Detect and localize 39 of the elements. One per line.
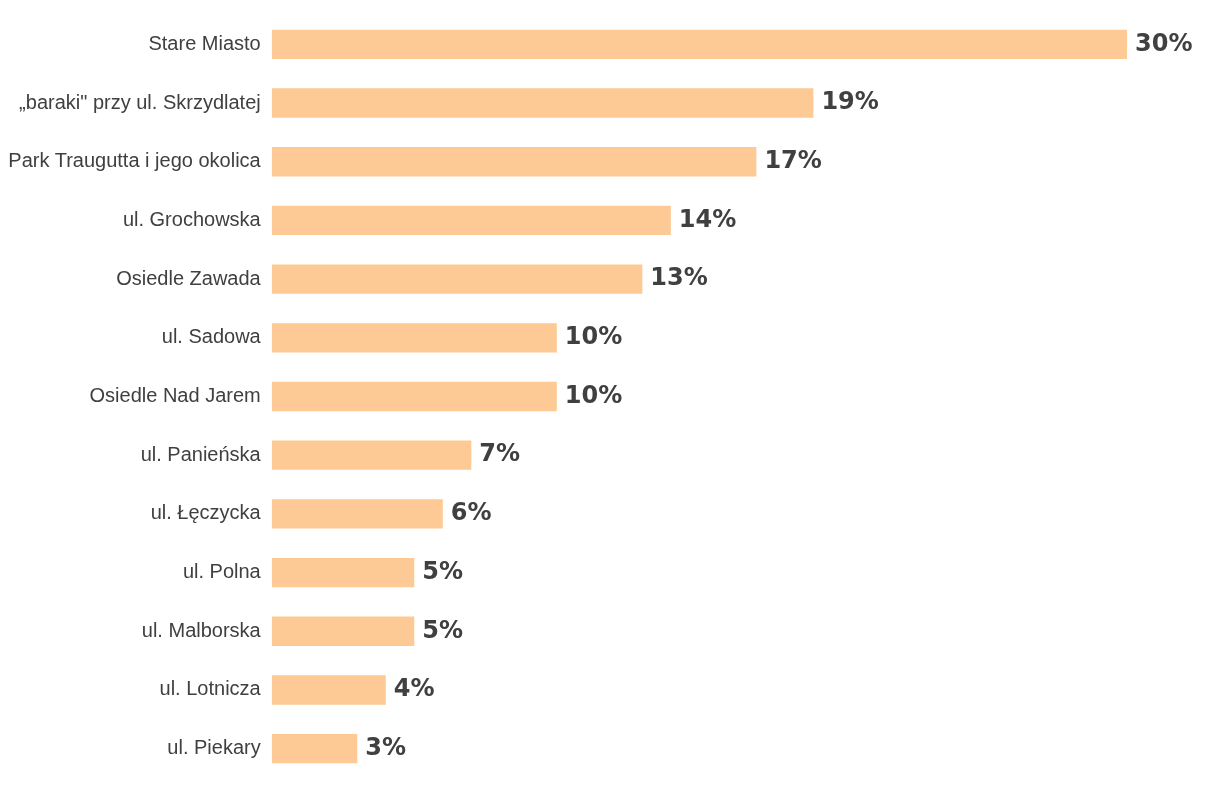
y-tick-label: Osiedle Nad Jarem [89, 384, 261, 407]
data-label: 30% [1135, 28, 1193, 57]
data-label: 5% [422, 615, 464, 644]
bar [271, 147, 757, 177]
y-tick-label: ul. Grochowska [122, 207, 262, 230]
bar [271, 440, 472, 470]
data-label: 10% [564, 322, 623, 351]
data-label: 5% [422, 556, 464, 585]
y-tick-label: ul. Sadowa [161, 325, 262, 348]
data-label: 4% [393, 674, 435, 703]
bar [271, 675, 386, 705]
bar [271, 205, 671, 236]
bar [271, 733, 358, 764]
data-label: 7% [479, 439, 521, 468]
data-label: 14% [678, 204, 737, 233]
y-tick-label: ul. Polna [182, 560, 262, 583]
y-tick-label: Stare Miasto [148, 31, 261, 54]
bar [271, 264, 643, 294]
data-label: 17% [764, 145, 822, 174]
y-tick-label: ul. Łęczycka [150, 501, 262, 524]
bar [271, 381, 557, 412]
data-label: 19% [821, 87, 879, 116]
y-tick-label: ul. Malborska [141, 618, 262, 641]
data-label: 10% [564, 380, 623, 409]
y-tick-label: „baraki" przy ul. Skrzydlatej [19, 90, 261, 113]
bar [271, 29, 1127, 60]
y-tick-label: Osiedle Zawada [116, 266, 262, 289]
y-tick-label: ul. Lotnicza [159, 677, 262, 700]
y-tick-label: ul. Piekary [167, 736, 261, 759]
data-label: 13% [650, 263, 708, 292]
bar [271, 616, 415, 646]
data-label: 3% [365, 732, 406, 761]
y-tick-label: Park Traugutta i jego okolica [8, 149, 262, 172]
data-label: 6% [450, 498, 492, 527]
bar [271, 499, 443, 529]
bar [271, 88, 814, 118]
bar [271, 557, 415, 588]
bar [271, 323, 557, 353]
y-tick-label: ul. Panieńska [140, 442, 262, 465]
